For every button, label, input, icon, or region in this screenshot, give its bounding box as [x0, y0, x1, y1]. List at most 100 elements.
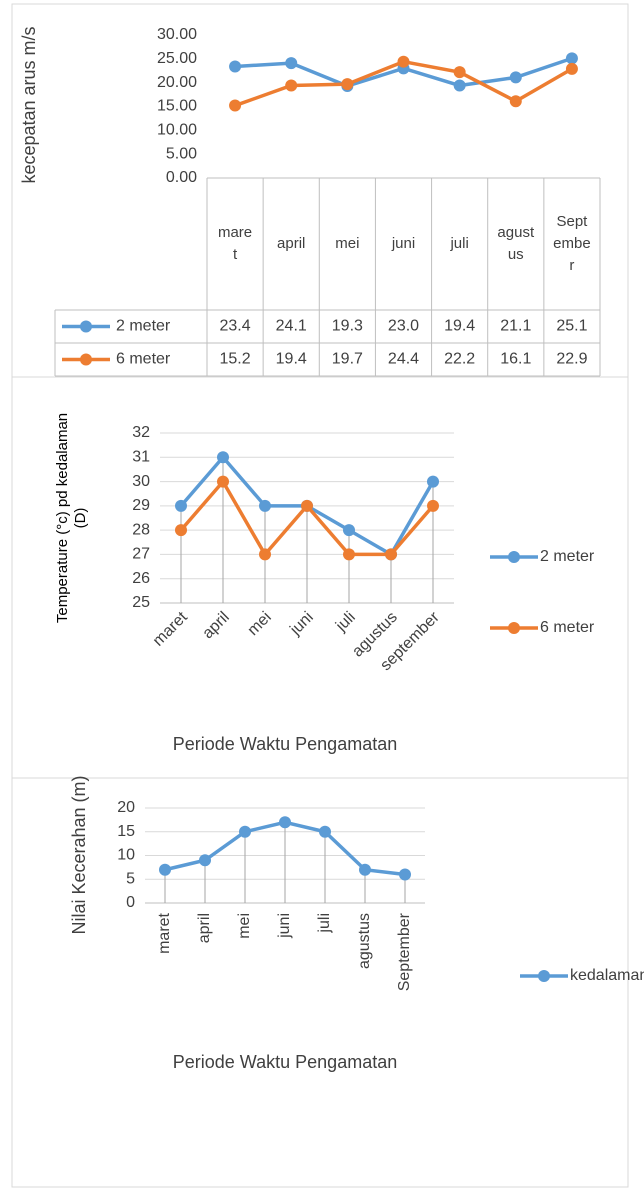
value-label: 19.4: [276, 351, 307, 368]
value-label: 15.2: [220, 351, 251, 368]
y-axis-label: Temperature (°c) pd kedalaman(D): [54, 413, 89, 623]
y-tick-label: 10.00: [157, 122, 197, 139]
x-tick-label: april: [199, 609, 232, 642]
x-tick-label: maret: [156, 912, 173, 953]
point: [343, 548, 355, 561]
point: [285, 79, 298, 92]
legend-marker: [508, 551, 520, 563]
panel: [11, 777, 629, 1188]
point: [341, 78, 354, 91]
point: [259, 499, 271, 512]
point: [427, 499, 439, 512]
value-label: 22.2: [444, 351, 475, 368]
y-tick-label: 5.00: [166, 145, 197, 162]
y-tick-label: 20: [117, 799, 135, 816]
legend-marker: [80, 353, 92, 366]
point: [343, 524, 355, 537]
point: [301, 499, 313, 512]
category-label: mei: [335, 235, 360, 252]
x-tick-label: juli: [332, 609, 359, 636]
y-tick-label: 30: [132, 473, 150, 490]
legend-label: 6 meter: [540, 619, 595, 636]
category-label: September: [553, 213, 591, 274]
y-tick-label: 0: [126, 894, 135, 911]
point: [565, 52, 578, 65]
y-tick-label: 15: [117, 823, 135, 840]
point: [385, 548, 397, 561]
legend-marker: [538, 970, 550, 982]
point: [199, 854, 211, 867]
y-tick-label: 32: [132, 424, 150, 441]
y-tick-label: 0.00: [166, 169, 197, 186]
point: [397, 55, 410, 68]
legend-label: 6 meter: [116, 351, 171, 368]
x-tick-label: april: [196, 913, 213, 943]
y-tick-label: 29: [132, 497, 150, 514]
x-tick-label: juni: [276, 913, 293, 939]
point: [427, 475, 439, 488]
point: [453, 66, 466, 79]
value-label: 24.1: [276, 318, 307, 335]
y-axis-label: kecepatan arus m/s: [19, 26, 39, 183]
y-axis-label-line: (D): [72, 508, 89, 529]
point: [229, 99, 242, 112]
value-label: 19.3: [332, 318, 363, 335]
x-tick-label: mei: [245, 609, 275, 639]
point: [239, 825, 251, 838]
value-label: 24.4: [388, 351, 419, 368]
point: [565, 62, 578, 75]
point: [175, 499, 187, 512]
x-tick-label: maret: [150, 608, 191, 649]
y-tick-label: 28: [132, 521, 150, 538]
category-label: maret: [217, 224, 253, 263]
y-tick-label: 26: [132, 570, 150, 587]
legend-label: kedalaman: [570, 967, 644, 984]
value-label: 16.1: [500, 351, 531, 368]
legend-label: 2 meter: [116, 318, 171, 335]
point: [259, 548, 271, 561]
y-axis-label: Nilai Kecerahan (m): [69, 775, 89, 934]
x-tick-label: juni: [286, 609, 316, 639]
panel: [11, 3, 629, 378]
x-tick-label: mei: [236, 913, 253, 939]
point: [453, 79, 466, 92]
point: [399, 868, 411, 881]
point: [279, 816, 291, 829]
y-tick-label: 27: [132, 546, 150, 563]
y-tick-label: 25.00: [157, 50, 197, 67]
x-axis-label: Periode Waktu Pengamatan: [173, 1052, 397, 1072]
category-label: april: [277, 235, 306, 252]
y-tick-label: 31: [132, 449, 150, 466]
value-label: 22.9: [556, 351, 587, 368]
y-tick-label: 30.00: [157, 26, 197, 43]
category-label: agustus: [497, 224, 535, 263]
y-tick-label: 10: [117, 847, 135, 864]
y-tick-label: 25: [132, 594, 150, 611]
x-axis-label: Periode Waktu Pengamatan: [173, 734, 397, 754]
point: [319, 825, 331, 838]
value-label: 23.0: [388, 318, 419, 335]
value-label: 25.1: [556, 318, 587, 335]
point: [217, 475, 229, 488]
legend-marker: [80, 320, 92, 333]
x-tick-label: agustus: [356, 913, 373, 969]
point: [159, 863, 171, 876]
point: [285, 57, 298, 70]
value-label: 19.7: [332, 351, 363, 368]
x-tick-label: juli: [316, 913, 333, 934]
value-label: 19.4: [444, 318, 475, 335]
legend-label: 2 meter: [540, 548, 595, 565]
x-tick-label: September: [396, 912, 413, 991]
point: [229, 60, 242, 73]
y-tick-label: 20.00: [157, 74, 197, 91]
point: [359, 863, 371, 876]
panel: [11, 376, 629, 779]
y-tick-label: 5: [126, 870, 135, 887]
y-tick-label: 15.00: [157, 98, 197, 115]
point: [509, 95, 522, 108]
point: [217, 451, 229, 464]
y-axis-label-line: Temperature (°c) pd kedalaman: [54, 413, 71, 623]
value-label: 23.4: [220, 318, 251, 335]
